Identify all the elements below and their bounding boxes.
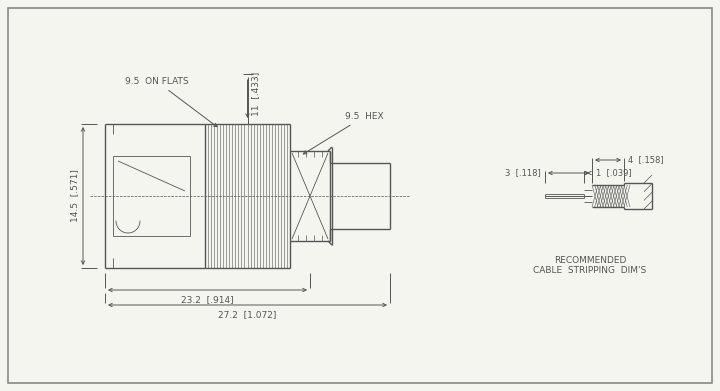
Text: 9.5  ON FLATS: 9.5 ON FLATS [125, 77, 217, 127]
Text: 1  [.039]: 1 [.039] [596, 169, 631, 178]
Text: 11  [.433]: 11 [.433] [251, 72, 261, 116]
Text: 23.2  [.914]: 23.2 [.914] [181, 295, 234, 304]
Text: CABLE  STRIPPING  DIM'S: CABLE STRIPPING DIM'S [534, 266, 647, 275]
Text: 3  [.118]: 3 [.118] [505, 169, 541, 178]
Text: 4  [.158]: 4 [.158] [628, 156, 664, 165]
Text: RECOMMENDED: RECOMMENDED [554, 256, 626, 265]
Text: 14.5  [.571]: 14.5 [.571] [70, 170, 79, 222]
Text: 9.5  HEX: 9.5 HEX [303, 112, 384, 154]
Text: 27.2  [1.072]: 27.2 [1.072] [218, 310, 276, 319]
